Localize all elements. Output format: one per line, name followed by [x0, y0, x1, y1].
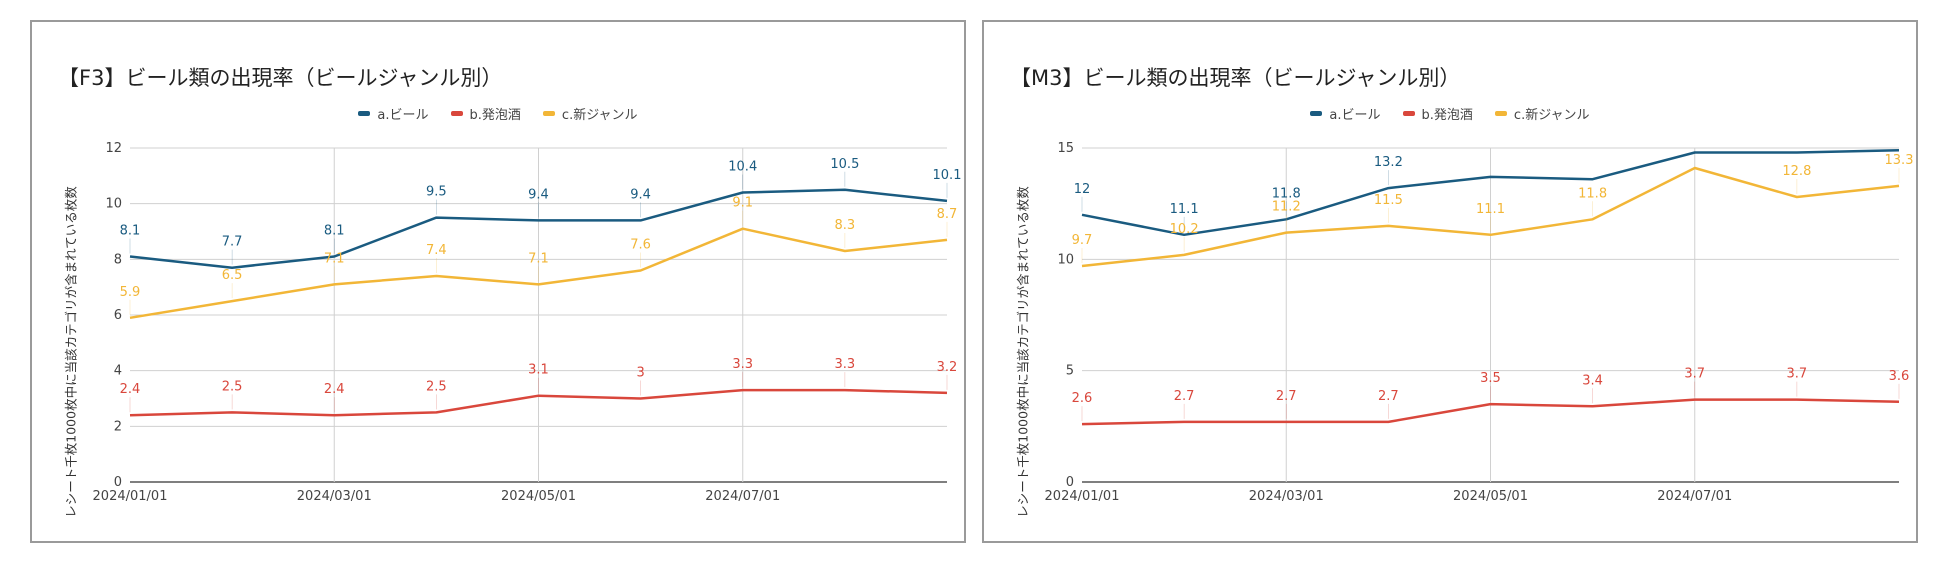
legend-label-beer: a.ビール — [377, 108, 429, 123]
data-label: 9.7 — [1072, 233, 1093, 248]
x-tick-label: 2024/01/01 — [93, 489, 168, 504]
data-label: 11.5 — [1374, 193, 1403, 208]
data-label: 3.3 — [732, 357, 753, 372]
legend-swatch-beer — [1310, 111, 1323, 116]
data-label: 3.3 — [835, 357, 856, 372]
data-label: 10.4 — [728, 160, 757, 175]
data-label: 3.2 — [937, 360, 958, 375]
legend-label-beer: a.ビール — [1329, 108, 1381, 123]
legend-item-new-genre[interactable]: c.新ジャンル — [542, 104, 638, 123]
data-label: 11.8 — [1272, 186, 1301, 201]
x-tick-label: 2024/05/01 — [501, 489, 576, 504]
legend-swatch-happoshu — [450, 111, 463, 116]
y-tick-label: 0 — [1066, 475, 1074, 490]
data-label: 11.2 — [1272, 200, 1301, 215]
y-tick-label: 2 — [114, 419, 122, 434]
data-label: 10.1 — [933, 168, 962, 183]
data-label: 13.2 — [1374, 155, 1403, 170]
legend-item-beer[interactable]: a.ビール — [1310, 104, 1381, 123]
data-label: 2.7 — [1378, 389, 1399, 404]
chart-title: 【F3】ビール類の出現率（ビールジャンル別） — [58, 66, 503, 90]
legend: a.ビール b.発泡酒 c.新ジャンル — [984, 104, 1916, 123]
data-label: 3.7 — [1787, 367, 1808, 382]
legend-item-happoshu[interactable]: b.発泡酒 — [450, 104, 521, 123]
data-label: 9.5 — [426, 185, 447, 200]
x-tick-label: 2024/03/01 — [1249, 489, 1324, 504]
chart-panel-m3: 【M3】ビール類の出現率（ビールジャンル別） a.ビール b.発泡酒 c.新ジャ… — [982, 20, 1918, 543]
data-label: 3.4 — [1582, 373, 1603, 388]
chart-title: 【M3】ビール類の出現率（ビールジャンル別） — [1010, 66, 1461, 90]
data-label: 2.6 — [1072, 391, 1093, 406]
series-line-2 — [129, 227, 948, 320]
series-line-2 — [1081, 166, 1900, 268]
x-tick-label: 2024/07/01 — [705, 489, 780, 504]
y-tick-label: 0 — [114, 475, 122, 490]
data-label: 9.1 — [732, 196, 753, 211]
data-label: 9.4 — [630, 187, 651, 202]
data-label: 11.8 — [1578, 186, 1607, 201]
data-label: 3.7 — [1684, 367, 1705, 382]
data-label: 7.1 — [528, 251, 549, 266]
data-label: 8.7 — [937, 207, 958, 222]
data-label: 7.6 — [630, 237, 651, 252]
y-tick-label: 5 — [1066, 364, 1074, 379]
y-tick-label: 15 — [1057, 141, 1074, 156]
x-tick-label: 2024/07/01 — [1657, 489, 1732, 504]
data-label: 6.5 — [222, 268, 243, 283]
data-label: 12 — [1074, 182, 1091, 197]
data-label: 8.3 — [835, 218, 856, 233]
legend-item-beer[interactable]: a.ビール — [358, 104, 429, 123]
data-label: 2.5 — [222, 379, 243, 394]
x-tick-label: 2024/03/01 — [297, 489, 372, 504]
x-tick-label: 2024/01/01 — [1045, 489, 1120, 504]
legend-label-happoshu: b.発泡酒 — [469, 108, 521, 123]
data-label: 7.7 — [222, 235, 243, 250]
y-tick-label: 8 — [114, 252, 122, 267]
plot-area: 0 2 4 6 8 10 12 2024/01/01 2024/03/01 2024/05/01 2… — [93, 141, 962, 504]
data-label: 8.1 — [120, 224, 141, 239]
data-label: 2.4 — [120, 382, 141, 397]
data-label: 3.6 — [1889, 369, 1910, 384]
data-label: 8.1 — [324, 224, 345, 239]
series-line-0 — [1081, 148, 1900, 237]
legend-swatch-beer — [358, 111, 371, 116]
y-tick-label: 12 — [105, 141, 122, 156]
data-label: 2.7 — [1174, 389, 1195, 404]
data-label: 7.1 — [324, 251, 345, 266]
series-line-0 — [129, 188, 948, 269]
y-tick-label: 4 — [114, 364, 122, 379]
data-label: 5.9 — [120, 285, 141, 300]
legend-label-new-genre: c.新ジャンル — [561, 108, 638, 123]
data-label: 2.5 — [426, 379, 447, 394]
y-tick-label: 10 — [1057, 252, 1074, 267]
legend-item-new-genre[interactable]: c.新ジャンル — [1494, 104, 1590, 123]
series-line-1 — [1081, 398, 1900, 426]
x-tick-label: 2024/05/01 — [1453, 489, 1528, 504]
data-label: 3 — [636, 366, 644, 381]
series-line-1 — [129, 388, 948, 417]
legend: a.ビール b.発泡酒 c.新ジャンル — [32, 104, 964, 123]
legend-label-happoshu: b.発泡酒 — [1421, 108, 1473, 123]
legend-item-happoshu[interactable]: b.発泡酒 — [1402, 104, 1473, 123]
data-label: 12.8 — [1782, 164, 1811, 179]
data-label: 9.4 — [528, 187, 549, 202]
chart-panel-f3: 【F3】ビール類の出現率（ビールジャンル別） a.ビール b.発泡酒 c.新ジャ… — [30, 20, 966, 543]
data-label: 10.5 — [830, 157, 859, 172]
data-label: 10.2 — [1170, 222, 1199, 237]
data-label: 2.7 — [1276, 389, 1297, 404]
legend-swatch-new-genre — [542, 111, 555, 116]
legend-swatch-new-genre — [1494, 111, 1507, 116]
data-label: 11.1 — [1476, 202, 1505, 217]
plot-area: 0 5 10 15 2024/01/01 2024/03/01 2024/05/01 2024… — [1045, 141, 1914, 504]
y-tick-label: 6 — [114, 308, 122, 323]
legend-swatch-happoshu — [1402, 111, 1415, 116]
data-label: 3.1 — [528, 363, 549, 378]
data-label: 11.1 — [1170, 202, 1199, 217]
y-tick-label: 10 — [105, 197, 122, 212]
data-label: 13.3 — [1885, 153, 1914, 168]
data-label: 3.5 — [1480, 371, 1501, 386]
data-label: 7.4 — [426, 243, 447, 258]
legend-label-new-genre: c.新ジャンル — [1513, 108, 1590, 123]
data-label: 2.4 — [324, 382, 345, 397]
